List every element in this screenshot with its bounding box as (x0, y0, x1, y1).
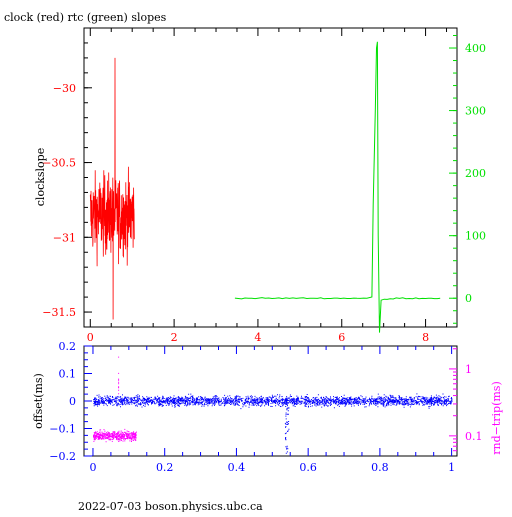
bottom-y-tick-label: 0 (69, 395, 76, 408)
rtc-series-line (234, 41, 441, 333)
bottom-y-tick-label: −0.1 (49, 423, 76, 436)
bottom-panel: 0 0.2 0.4 0.6 0.8 1 0.2 0.1 0 −0.1 −0.2 1 0.1 offset… (32, 340, 503, 474)
footer-text: 2022-07-03 boson.physics.ubc.ca (78, 500, 263, 512)
bottom-y-tick-label: 0.1 (59, 368, 77, 381)
bottom-x-tick-label: 0 (89, 461, 96, 474)
rndtrip-scatter-points (93, 356, 137, 443)
bottom-y2-tick-label: 1 (465, 363, 472, 376)
bottom-y2-axis-label: rnd−trip(ms) (490, 381, 503, 455)
chart-title: clock (red) rtc (green) slopes (4, 11, 167, 24)
bottom-ticks: 0 0.2 0.4 0.6 0.8 1 0.2 0.1 0 −0.1 −0.2 1 0.1 (49, 340, 482, 474)
top-y-tick-label: −31 (53, 231, 76, 244)
top-x-tick-label: 4 (254, 331, 261, 344)
top-panel: 0 2 4 6 8 −30 −30.5 −31 −31.5 0 100 200 300 400 clock… (34, 27, 486, 344)
top-x-tick-label: 0 (87, 331, 94, 344)
bottom-y2-tick-label: 0.1 (465, 430, 483, 443)
top-y2-tick-label: 100 (465, 230, 486, 243)
bottom-y-tick-label: −0.2 (49, 450, 76, 463)
bottom-x-tick-label: 0.6 (299, 461, 317, 474)
top-y2-tick-label: 200 (465, 167, 486, 180)
top-plot-frame (83, 27, 458, 328)
bottom-y-axis-label: offset(ms) (32, 373, 45, 429)
top-x-tick-label: 6 (338, 331, 345, 344)
clock-series-line (89, 57, 135, 320)
top-series-layer (89, 41, 441, 333)
top-y-axis-label: clockslope (34, 148, 47, 206)
top-x-tick-label: 2 (171, 331, 178, 344)
bottom-y-tick-label: 0.2 (59, 340, 77, 353)
top-y-tick-label: −31.5 (42, 306, 76, 319)
top-y-tick-label: −30 (53, 82, 76, 95)
bottom-x-tick-label: 0.8 (371, 461, 389, 474)
bottom-series-layer (93, 356, 453, 454)
top-y2-tick-label: 0 (465, 292, 472, 305)
top-ticks: 0 2 4 6 8 −30 −30.5 −31 −31.5 0 100 200 300 400 (42, 28, 486, 344)
top-x-tick-label: 8 (422, 331, 429, 344)
top-y2-tick-label: 300 (465, 105, 486, 118)
top-y-tick-label: −30.5 (42, 157, 76, 170)
offset-scatter-points (93, 393, 453, 454)
top-y2-tick-label: 400 (465, 42, 486, 55)
bottom-x-tick-label: 0.2 (156, 461, 174, 474)
bottom-x-tick-label: 1 (448, 461, 455, 474)
bottom-x-tick-label: 0.4 (228, 461, 246, 474)
